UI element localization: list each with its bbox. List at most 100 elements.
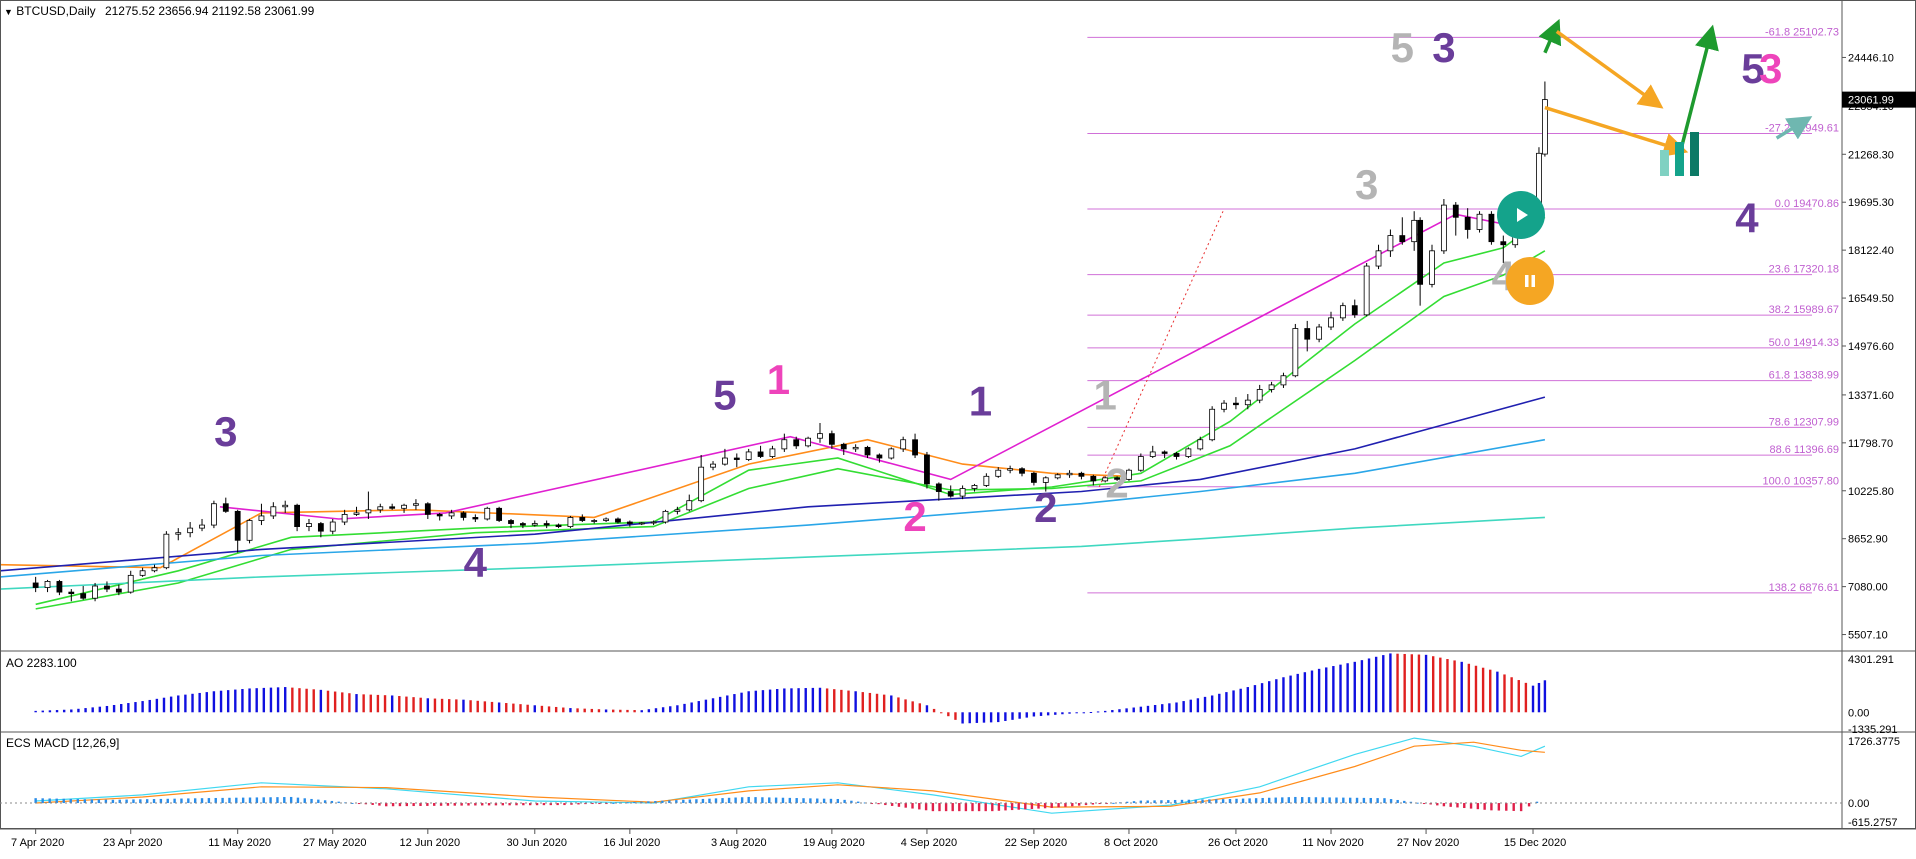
macd-hist-bar — [1064, 803, 1067, 807]
ao-bar — [1531, 685, 1535, 713]
candle-body — [603, 518, 609, 521]
macd-hist-bar — [111, 799, 115, 804]
candle-body — [317, 523, 324, 532]
macd-hist-bar — [303, 798, 306, 804]
macd-hist-bar — [904, 803, 907, 808]
macd-hist-bar — [768, 797, 771, 804]
ao-bar — [1481, 667, 1485, 713]
ao-bar — [954, 712, 957, 720]
macd-label: ECS MACD [12,26,9] — [6, 736, 120, 750]
ao-bar — [1089, 712, 1093, 714]
macd-hist-bar — [330, 800, 334, 804]
candle-body — [92, 585, 98, 599]
ao-bar — [348, 693, 351, 713]
ao-bar — [562, 707, 565, 713]
wave-label: 4 — [464, 539, 488, 586]
candle-body — [1316, 326, 1323, 340]
ao-bar — [169, 696, 173, 713]
ao-bar — [34, 710, 37, 713]
ao-bar — [1446, 659, 1449, 713]
candle-body — [329, 521, 336, 532]
ao-bar — [162, 697, 166, 713]
candle-body — [1488, 213, 1495, 243]
candle-body — [662, 510, 669, 523]
collapse-triangle-icon[interactable]: ▼ — [4, 7, 13, 17]
ao-bar — [1439, 657, 1442, 713]
ao-bar — [790, 688, 793, 713]
ao-bar — [526, 704, 529, 713]
ao-bar — [726, 695, 729, 713]
candle-body — [294, 504, 300, 527]
macd-hist-bar — [795, 798, 798, 804]
forecast-arrow — [1679, 24, 1719, 148]
ao-bar — [911, 701, 914, 713]
macd-hist-bar — [884, 803, 887, 806]
ao-bar — [105, 705, 109, 713]
macd-hist-bar — [734, 797, 737, 804]
price-tick-label: 14976.60 — [1848, 341, 1894, 353]
macd-hist-bar — [727, 797, 731, 804]
ao-bar — [120, 704, 123, 713]
macd-hist-bar — [1098, 803, 1101, 805]
macd-tick-label: 1726.3775 — [1848, 736, 1900, 748]
ao-bar — [98, 706, 102, 713]
candle-body — [876, 454, 883, 459]
candle-body — [1209, 408, 1216, 441]
time-tick-label: 26 Oct 2020 — [1208, 837, 1268, 849]
candle-body — [1328, 317, 1334, 328]
wave-label: 3 — [1355, 161, 1378, 208]
ao-bar — [248, 688, 251, 713]
candle-body — [1476, 213, 1483, 230]
time-tick-label: 16 Jul 2020 — [603, 837, 660, 849]
ao-bar — [433, 698, 437, 713]
macd-hist-bar — [433, 803, 436, 806]
ao-bar — [1453, 660, 1456, 713]
ao-bar — [1382, 655, 1385, 713]
candle-body — [460, 512, 467, 518]
ao-bar — [48, 710, 52, 713]
ohlc-values: 21275.52 23656.94 21192.58 23061.99 — [104, 4, 315, 18]
macd-hist-bar — [118, 799, 121, 804]
macd-hist-bar — [675, 800, 678, 804]
wave-label: 2 — [1034, 484, 1057, 531]
ao-bar — [91, 707, 94, 713]
time-tick-label: 7 Apr 2020 — [11, 837, 64, 849]
macd-hist-bar — [781, 797, 785, 804]
macd-hist-bar — [522, 803, 525, 806]
macd-hist-bar — [1463, 803, 1466, 809]
ao-bar — [1267, 681, 1271, 713]
ao-bar — [234, 689, 237, 713]
macd-hist-bar — [1077, 803, 1081, 806]
candle-body — [401, 504, 407, 509]
ao-bar — [512, 703, 515, 713]
ao-bar — [882, 694, 886, 713]
ao-bar — [1325, 667, 1328, 713]
ao-bar — [1317, 668, 1321, 713]
ao-bar — [505, 703, 508, 713]
macd-hist-bar — [612, 802, 615, 804]
macd-hist-bar — [754, 797, 757, 804]
macd-hist-bar — [577, 803, 580, 805]
macd-hist-bar — [97, 799, 101, 804]
play-button[interactable] — [1497, 191, 1545, 239]
ao-bar — [362, 694, 365, 713]
macd-hist-bar — [714, 798, 718, 804]
candle-body — [234, 510, 241, 541]
macd-hist-bar — [398, 803, 402, 807]
ao-bar — [975, 712, 979, 723]
fib-label: 78.6 12307.99 — [1769, 416, 1839, 428]
ao-bar — [205, 692, 208, 713]
candle-body — [686, 500, 693, 511]
pause-button[interactable] — [1506, 257, 1554, 305]
ao-bar — [1246, 687, 1250, 713]
time-tick-label: 12 Jun 2020 — [400, 837, 461, 849]
macd-hist-bar — [235, 797, 238, 804]
macd-hist-bar — [1132, 801, 1136, 804]
ao-bar — [284, 687, 287, 713]
ao-bar — [1039, 712, 1043, 716]
macd-hist-bar — [1139, 800, 1143, 804]
macd-hist-bar — [997, 803, 1001, 811]
macd-hist-bar — [1469, 803, 1473, 809]
